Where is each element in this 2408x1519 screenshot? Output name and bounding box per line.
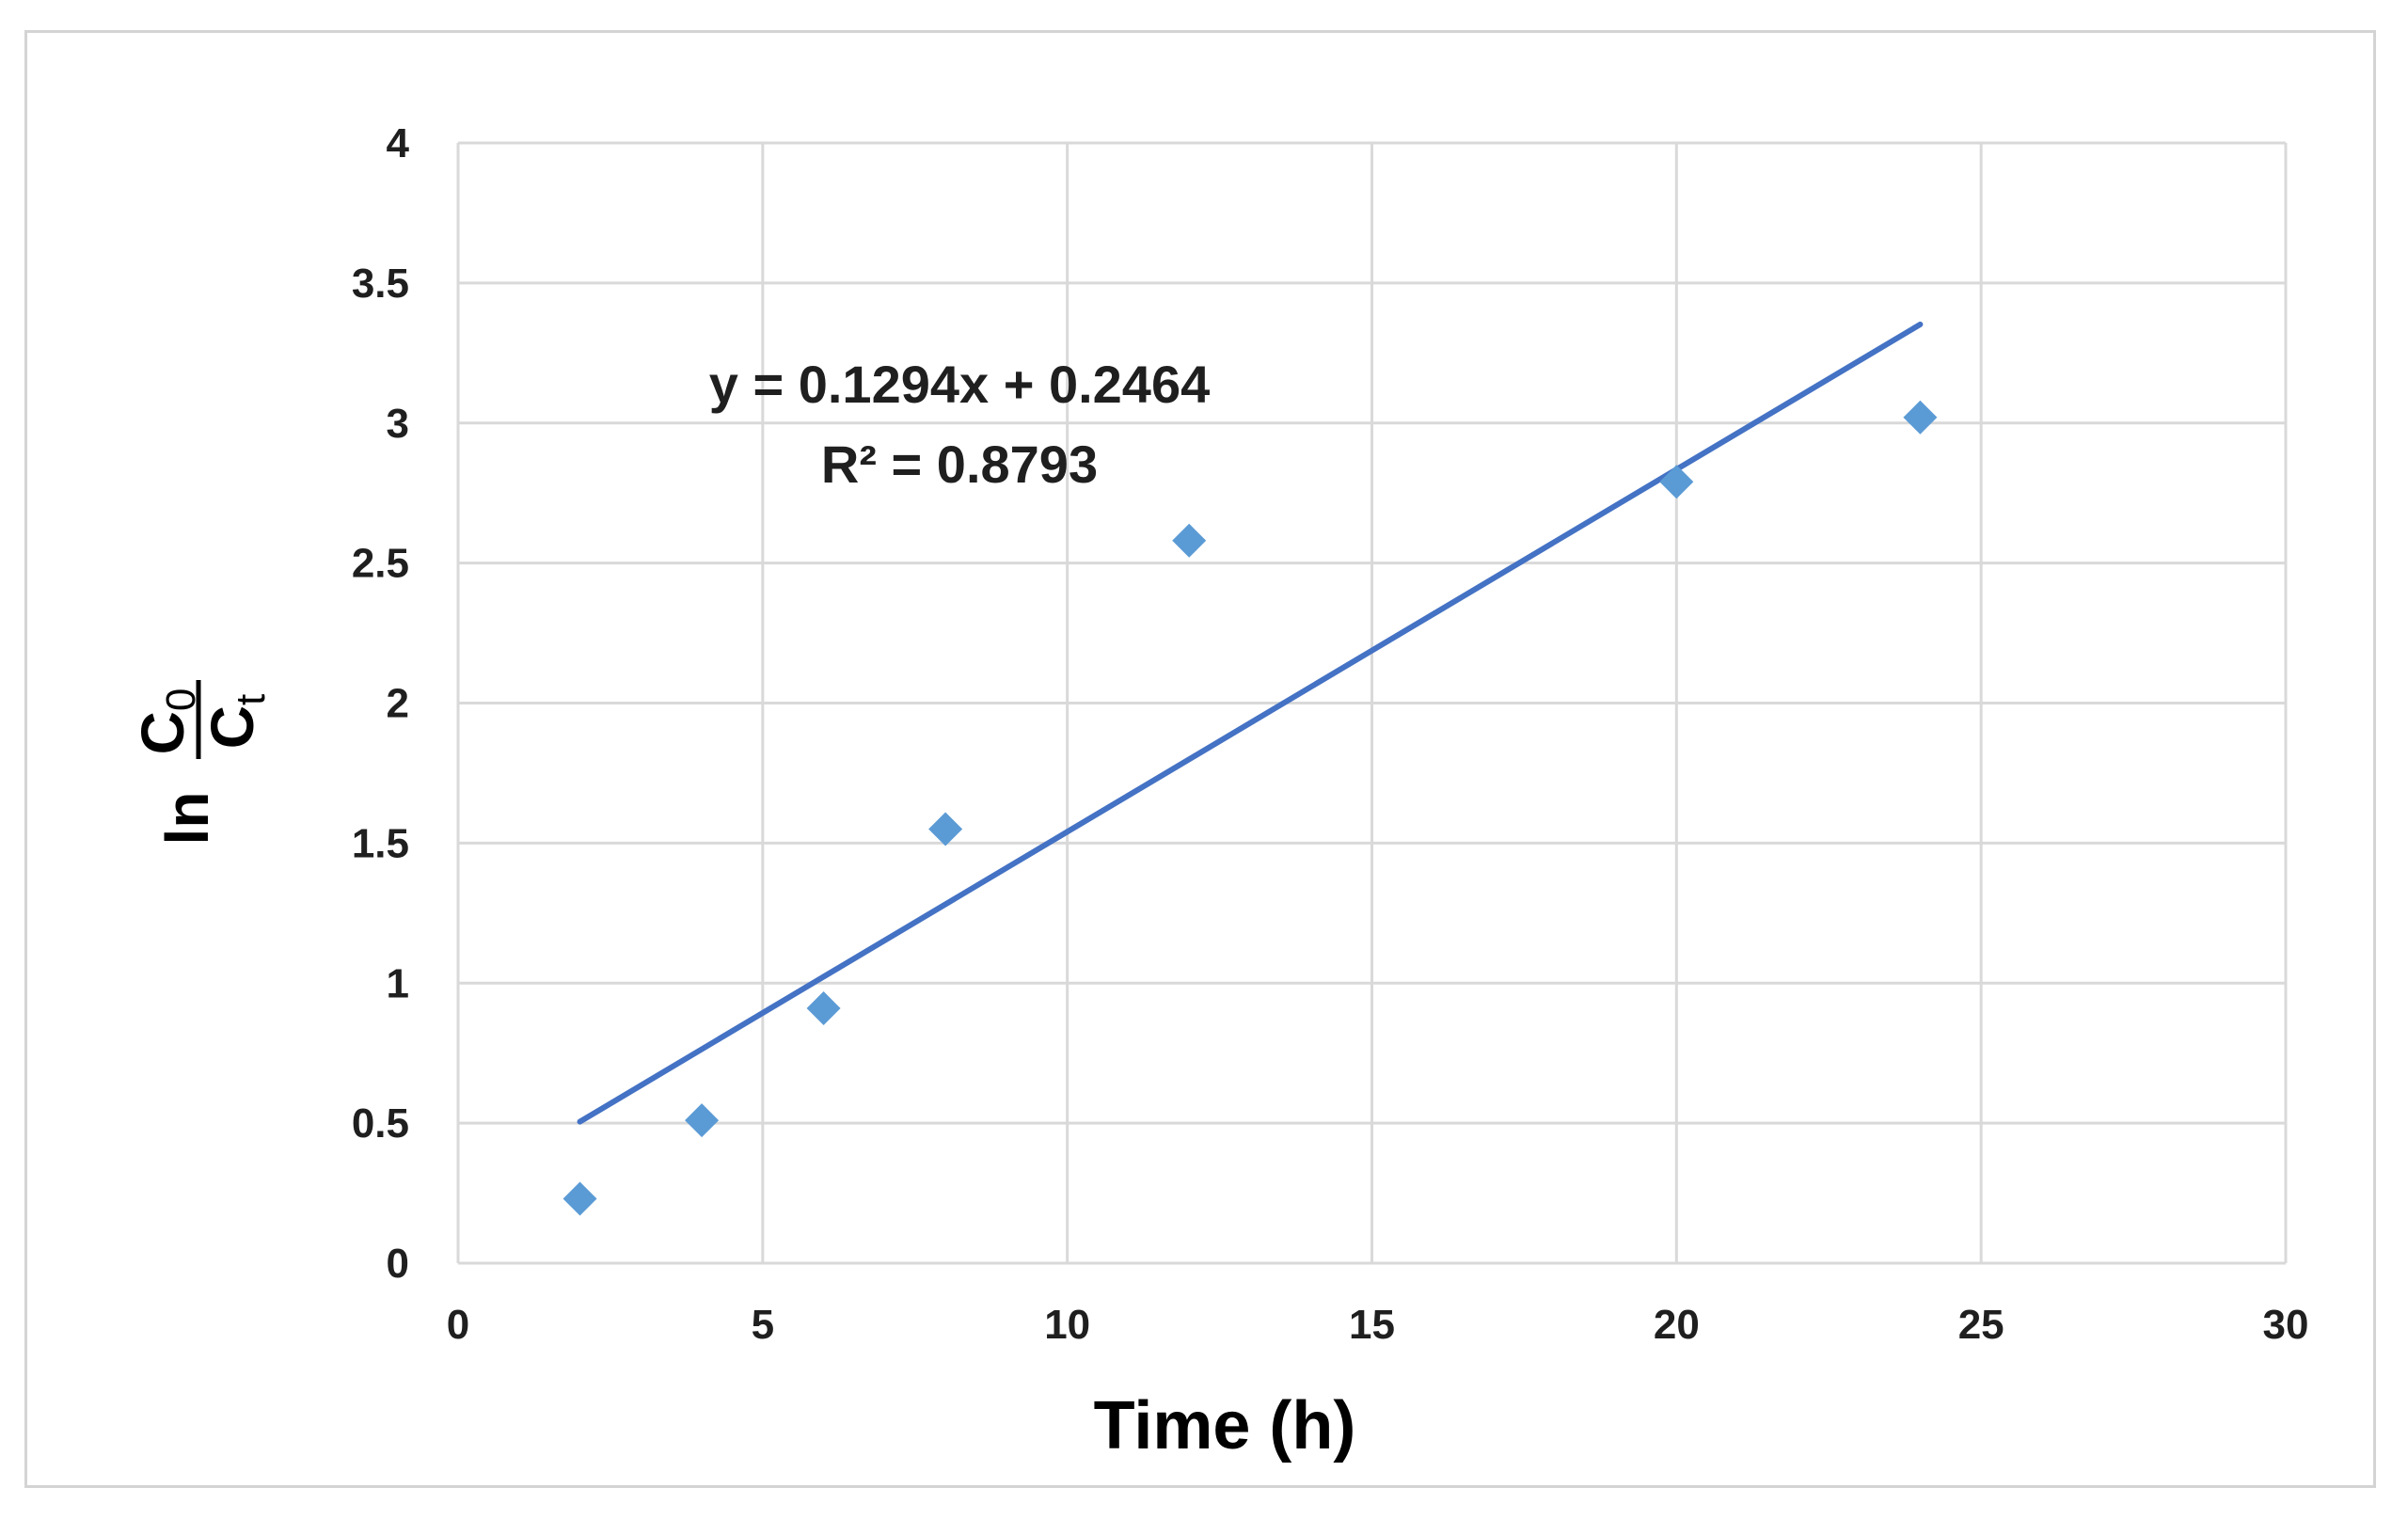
y-tick-label: 1.5 — [352, 820, 409, 866]
gridlines — [458, 141, 2288, 1263]
data-point — [1903, 400, 1938, 435]
data-point — [928, 812, 963, 847]
data-point — [685, 1103, 720, 1138]
x-tick-label: 10 — [1044, 1302, 1090, 1348]
trendline — [577, 321, 1924, 1125]
y-tick-label: 0 — [387, 1241, 409, 1287]
trendline-layer — [577, 321, 1924, 1125]
y-tick-label: 3.5 — [352, 261, 409, 307]
data-point — [1659, 465, 1694, 499]
x-tick-label: 15 — [1349, 1302, 1395, 1348]
y-tick-label: 1 — [387, 960, 409, 1006]
y-tick-label: 0.5 — [352, 1100, 409, 1147]
y-tick-label: 4 — [387, 120, 410, 166]
y-tick-label: 2.5 — [352, 541, 409, 587]
data-point — [1172, 523, 1207, 558]
x-tick-label: 25 — [1958, 1302, 2004, 1348]
y-tick-label: 2 — [387, 681, 409, 727]
x-axis-title: Time (h) — [1094, 1388, 1356, 1464]
chart-frame — [24, 30, 2376, 1488]
trendline-r-squared: R² = 0.8793 — [821, 435, 1098, 494]
x-tick-label: 30 — [2263, 1302, 2309, 1348]
x-tick-labels: 0 5 10 15 20 25 30 — [447, 1302, 2309, 1348]
trendline-equation: y = 0.1294x + 0.2464 — [709, 355, 1211, 414]
y-tick-labels: 0 0.5 1 1.5 2 2.5 3 3.5 4 — [352, 120, 410, 1287]
y-tick-label: 3 — [387, 401, 409, 447]
axis-lines — [456, 143, 2286, 1265]
data-points — [562, 400, 1938, 1216]
x-tick-label: 0 — [447, 1302, 469, 1348]
y-axis-title-numerator: C0 — [129, 688, 204, 755]
y-axis-title: ln C0 Ct — [129, 680, 274, 845]
x-tick-label: 20 — [1654, 1302, 1700, 1348]
x-tick-label: 5 — [752, 1302, 774, 1348]
y-axis-title-prefix: ln — [153, 792, 221, 846]
data-point — [806, 991, 841, 1026]
y-axis-title-denominator: Ct — [198, 694, 274, 749]
data-point — [562, 1181, 597, 1216]
